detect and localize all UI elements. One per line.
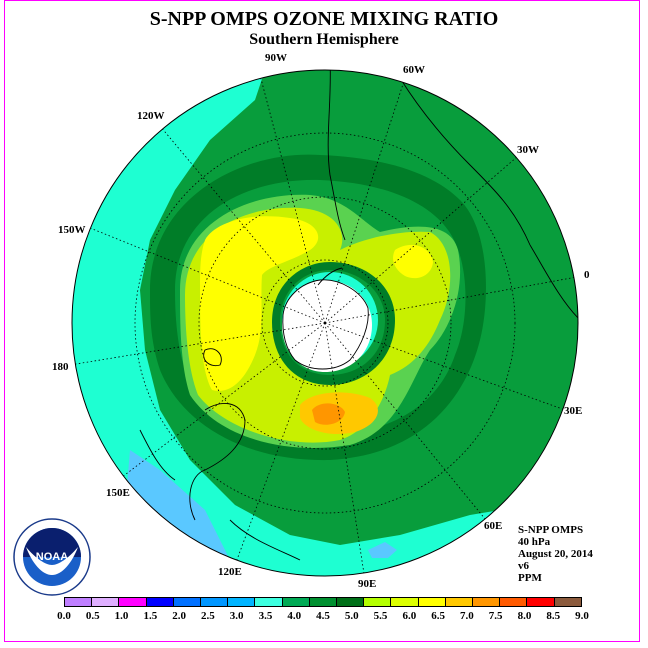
info-version: v6 bbox=[518, 560, 529, 572]
info-pressure: 40 hPa bbox=[518, 536, 551, 548]
color-swatch bbox=[391, 598, 419, 606]
color-swatch bbox=[418, 598, 446, 606]
color-swatch bbox=[554, 598, 581, 606]
lon-label-180: 180 bbox=[52, 361, 69, 373]
lon-label-60w: 60W bbox=[403, 64, 425, 76]
lon-label-60e: 60E bbox=[484, 520, 502, 532]
color-swatch bbox=[527, 598, 555, 606]
lon-label-150e: 150E bbox=[106, 487, 130, 499]
lon-label-90w: 90W bbox=[265, 52, 287, 64]
product-info: S-NPP OMPS 40 hPa August 20, 2014 v6 PPM bbox=[518, 524, 593, 584]
info-date: August 20, 2014 bbox=[518, 548, 593, 560]
color-swatch bbox=[228, 598, 256, 606]
color-scale-bar bbox=[64, 597, 582, 607]
color-tick-label: 1.5 bbox=[143, 610, 158, 622]
color-swatch bbox=[201, 598, 229, 606]
yellow-area bbox=[200, 216, 319, 391]
color-tick-label: 8.0 bbox=[517, 610, 532, 622]
color-tick-label: 4.5 bbox=[316, 610, 330, 622]
color-swatch bbox=[309, 598, 338, 606]
lon-label-0: 0 bbox=[584, 269, 590, 281]
figure-border bbox=[4, 0, 640, 642]
lon-label-150w: 150W bbox=[58, 224, 86, 236]
color-tick-label: 7.5 bbox=[488, 610, 503, 622]
color-swatch bbox=[146, 598, 174, 606]
color-swatch bbox=[337, 598, 365, 606]
orange-core bbox=[312, 403, 345, 425]
blue-spot-south bbox=[368, 542, 397, 558]
color-swatch bbox=[500, 598, 528, 606]
color-tick-label: 9.0 bbox=[575, 610, 589, 622]
lon-label-90e: 90E bbox=[358, 578, 376, 590]
color-tick-label: 3.5 bbox=[258, 610, 273, 622]
lon-label-30w: 30W bbox=[517, 144, 539, 156]
logo-text: NOAA bbox=[36, 551, 68, 563]
noaa-logo-icon: NOAA bbox=[13, 518, 91, 596]
color-swatch bbox=[173, 598, 202, 606]
color-swatch bbox=[364, 598, 392, 606]
color-tick-label: 3.0 bbox=[229, 610, 244, 622]
color-tick-label: 5.0 bbox=[344, 610, 359, 622]
color-tick-label: 0.0 bbox=[57, 610, 71, 622]
yellow-area-east bbox=[393, 244, 433, 279]
color-tick-label: 8.5 bbox=[546, 610, 561, 622]
color-swatch bbox=[473, 598, 501, 606]
color-swatch bbox=[282, 598, 310, 606]
info-units: PPM bbox=[518, 572, 542, 584]
color-tick-label: 4.0 bbox=[287, 610, 302, 622]
color-tick-label: 6.5 bbox=[431, 610, 445, 622]
color-tick-label: 0.5 bbox=[85, 610, 100, 622]
color-tick-label: 6.0 bbox=[402, 610, 417, 622]
map-subtitle: Southern Hemisphere bbox=[249, 31, 399, 48]
color-tick-label: 7.0 bbox=[460, 610, 474, 622]
color-swatch bbox=[92, 598, 120, 606]
color-scale-labels: 0.0 0.5 1.0 1.5 2.0 2.5 3.0 3.5 4.0 4.5 5.0 5.5 6.0 6… bbox=[0, 610, 648, 624]
lon-label-30e: 30E bbox=[564, 405, 582, 417]
info-instrument: S-NPP OMPS bbox=[518, 524, 584, 536]
color-swatch bbox=[65, 598, 93, 606]
color-swatch bbox=[255, 598, 283, 606]
lon-label-120e: 120E bbox=[218, 566, 242, 578]
lon-label-120w: 120W bbox=[137, 110, 165, 122]
longitude-labels: 90W 60W 30W 0 30E 60E 90E 120E 150E 180 … bbox=[52, 52, 590, 590]
color-tick-label: 5.5 bbox=[373, 610, 388, 622]
ozone-field bbox=[72, 70, 578, 576]
color-tick-label: 2.0 bbox=[172, 610, 186, 622]
color-tick-label: 2.5 bbox=[201, 610, 215, 622]
color-swatch bbox=[445, 598, 474, 606]
polar-white-area bbox=[282, 280, 372, 372]
color-swatch bbox=[119, 598, 147, 606]
map-boundary bbox=[71, 69, 579, 577]
coastlines bbox=[139, 70, 578, 561]
map-title: S-NPP OMPS OZONE MIXING RATIO bbox=[149, 8, 499, 30]
color-tick-label: 1.0 bbox=[114, 610, 129, 622]
